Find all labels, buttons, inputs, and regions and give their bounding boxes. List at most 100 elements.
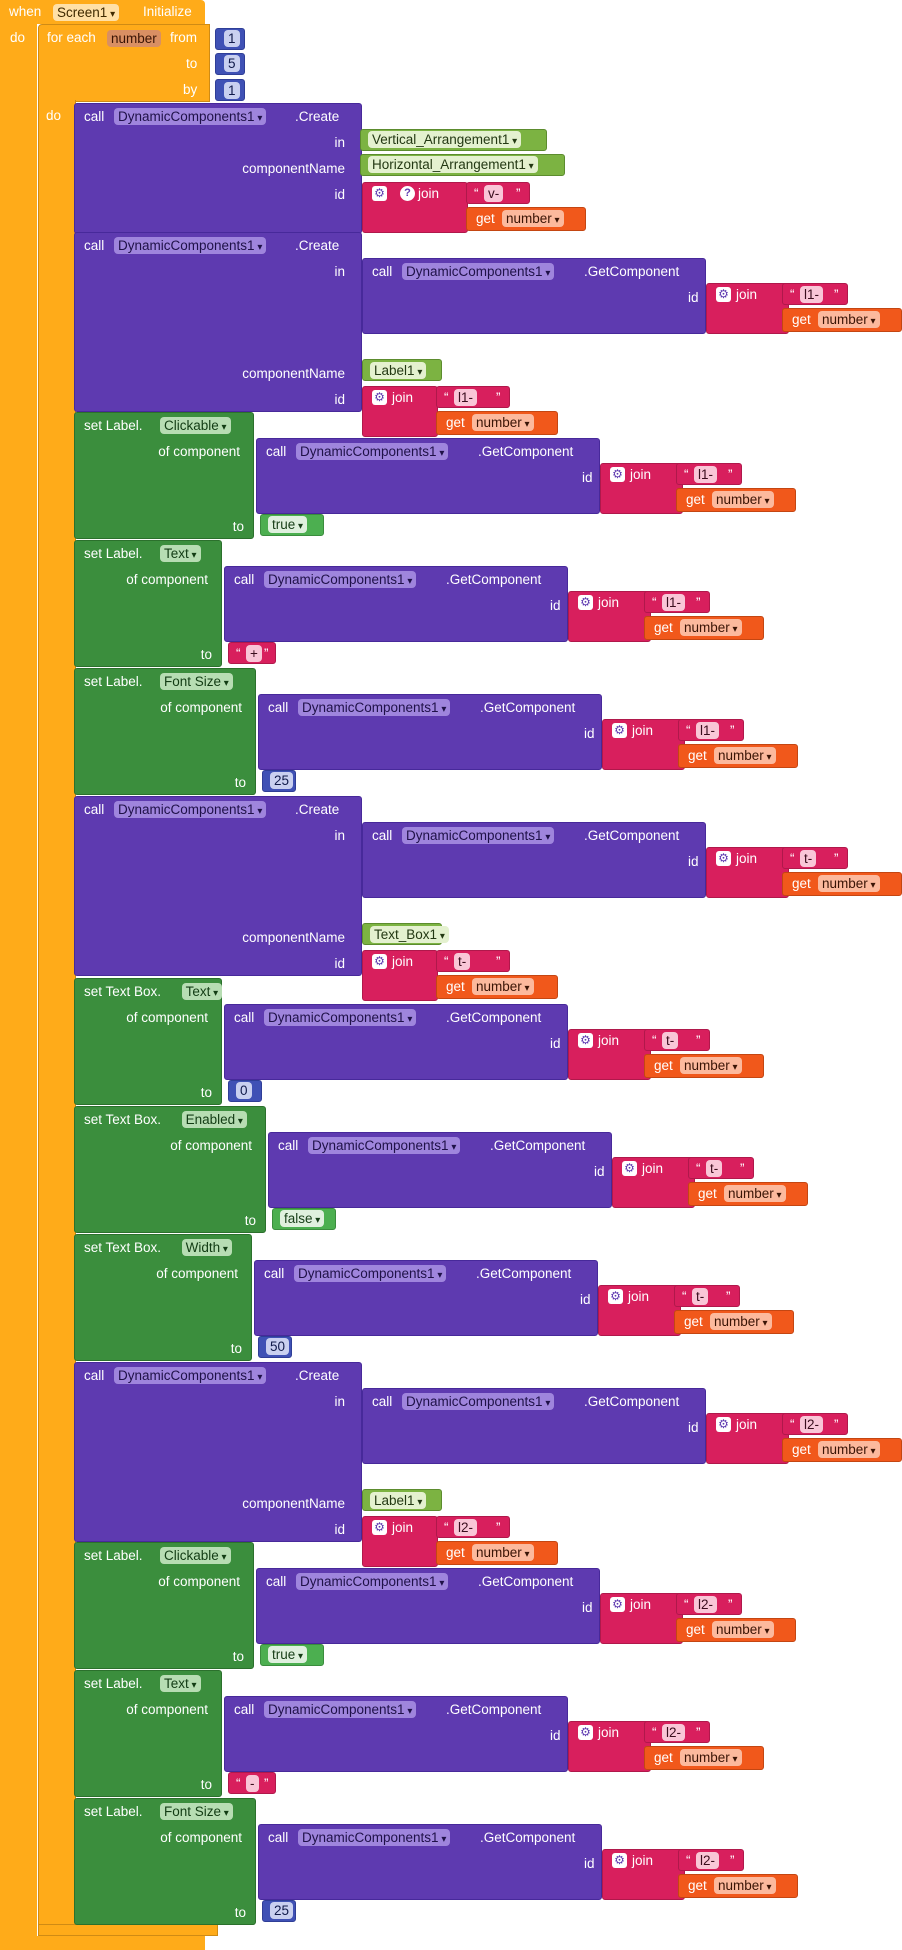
text-literal-value[interactable]: t- — [706, 1160, 723, 1177]
property-dropdown[interactable]: Font Size — [160, 1803, 233, 1820]
boolean-dropdown[interactable]: true — [268, 1646, 308, 1663]
text-literal-value[interactable]: l2- — [662, 1724, 686, 1741]
component-dropdown[interactable]: DynamicComponents1 — [308, 1137, 461, 1154]
component-dropdown[interactable]: DynamicComponents1 — [264, 1701, 417, 1718]
create-block[interactable] — [74, 796, 362, 976]
create-block[interactable] — [74, 1362, 362, 1542]
get-variable-dropdown[interactable]: number — [710, 1313, 772, 1330]
get-variable-dropdown[interactable]: number — [818, 1441, 880, 1458]
get-variable-dropdown[interactable]: number — [712, 1621, 774, 1638]
component-dropdown[interactable]: DynamicComponents1 — [402, 1393, 555, 1410]
gear-icon[interactable]: ⚙ — [608, 1289, 623, 1304]
setter-block[interactable] — [74, 1670, 222, 1797]
gear-icon[interactable]: ⚙ — [372, 954, 387, 969]
join-block[interactable] — [568, 591, 651, 642]
number-value[interactable]: 0 — [236, 1082, 252, 1099]
text-literal-value[interactable]: l2- — [694, 1596, 718, 1613]
name-component-dropdown[interactable]: Label1 — [370, 362, 427, 379]
create-block[interactable] — [74, 232, 362, 412]
component-dropdown[interactable]: DynamicComponents1 — [296, 443, 449, 460]
component-dropdown[interactable]: DynamicComponents1 — [114, 108, 267, 125]
text-literal-value[interactable]: t- — [800, 850, 817, 867]
gear-icon[interactable]: ⚙ — [612, 723, 627, 738]
gear-icon[interactable]: ⚙ — [622, 1161, 637, 1176]
get-variable-dropdown[interactable]: number — [818, 311, 880, 328]
name-component-dropdown[interactable]: Text_Box1 — [370, 926, 449, 943]
get-variable-dropdown[interactable]: number — [472, 1544, 534, 1561]
component-dropdown[interactable]: DynamicComponents1 — [296, 1573, 449, 1590]
text-literal-value[interactable]: t- — [662, 1032, 679, 1049]
property-dropdown[interactable]: Width — [181, 1239, 232, 1256]
component-dropdown[interactable]: DynamicComponents1 — [298, 699, 451, 716]
component-dropdown[interactable]: DynamicComponents1 — [114, 237, 267, 254]
property-dropdown[interactable]: Enabled — [181, 1111, 247, 1128]
component-dropdown[interactable]: DynamicComponents1 — [264, 1009, 417, 1026]
get-variable-dropdown[interactable]: number — [502, 210, 564, 227]
get-variable-dropdown[interactable]: number — [472, 978, 534, 995]
component-dropdown[interactable]: DynamicComponents1 — [402, 263, 555, 280]
gear-icon[interactable]: ⚙ — [612, 1853, 627, 1868]
text-literal-value[interactable]: l1- — [454, 389, 478, 406]
event-component-dropdown[interactable]: Screen1 — [53, 4, 120, 21]
gear-icon[interactable]: ⚙ — [372, 390, 387, 405]
component-dropdown[interactable]: DynamicComponents1 — [294, 1265, 447, 1282]
get-variable-dropdown[interactable]: number — [472, 414, 534, 431]
text-literal-value[interactable]: l2- — [696, 1852, 720, 1869]
property-dropdown[interactable]: Text — [160, 545, 201, 562]
text-literal-value[interactable]: l1- — [800, 286, 824, 303]
get-variable-dropdown[interactable]: number — [818, 875, 880, 892]
component-dropdown[interactable]: DynamicComponents1 — [264, 571, 417, 588]
loop-to-value[interactable]: 5 — [224, 55, 240, 72]
gear-icon[interactable]: ⚙ — [372, 1520, 387, 1535]
number-value[interactable]: 25 — [270, 1902, 294, 1919]
question-icon[interactable]: ? — [400, 186, 415, 201]
name-component-dropdown[interactable]: Horizontal_Arrangement1 — [368, 156, 538, 173]
loop-variable-name[interactable]: number — [107, 30, 161, 47]
text-literal-value[interactable]: + — [246, 645, 262, 662]
gear-icon[interactable]: ⚙ — [716, 851, 731, 866]
gear-icon[interactable]: ⚙ — [578, 595, 593, 610]
get-variable-dropdown[interactable]: number — [680, 619, 742, 636]
gear-icon[interactable]: ⚙ — [578, 1033, 593, 1048]
text-literal-value[interactable]: - — [246, 1775, 259, 1792]
text-literal-value[interactable]: l1- — [696, 722, 720, 739]
get-component-method-label: .GetComponent — [478, 1574, 574, 1589]
id-label: id — [334, 187, 345, 202]
gear-icon[interactable]: ⚙ — [610, 1597, 625, 1612]
property-dropdown[interactable]: Text — [181, 983, 223, 1000]
number-value[interactable]: 50 — [266, 1338, 290, 1355]
text-literal-value[interactable]: t- — [454, 953, 471, 970]
text-literal-value[interactable]: t- — [692, 1288, 709, 1305]
get-variable-dropdown[interactable]: number — [724, 1185, 786, 1202]
property-dropdown[interactable]: Clickable — [160, 1547, 231, 1564]
gear-icon[interactable]: ⚙ — [372, 186, 387, 201]
component-dropdown[interactable]: DynamicComponents1 — [298, 1829, 451, 1846]
gear-icon[interactable]: ⚙ — [578, 1725, 593, 1740]
text-literal-value[interactable]: l1- — [694, 466, 718, 483]
property-dropdown[interactable]: Clickable — [160, 417, 231, 434]
boolean-dropdown[interactable]: false — [280, 1210, 325, 1227]
gear-icon[interactable]: ⚙ — [610, 467, 625, 482]
text-literal-value[interactable]: l1- — [662, 594, 686, 611]
text-literal-value[interactable]: l2- — [454, 1519, 478, 1536]
name-component-dropdown[interactable]: Label1 — [370, 1492, 427, 1509]
boolean-dropdown[interactable]: true — [268, 516, 308, 533]
get-variable-dropdown[interactable]: number — [714, 1877, 776, 1894]
get-variable-dropdown[interactable]: number — [680, 1057, 742, 1074]
loop-by-value[interactable]: 1 — [224, 82, 240, 99]
property-dropdown[interactable]: Text — [160, 1675, 201, 1692]
gear-icon[interactable]: ⚙ — [716, 1417, 731, 1432]
in-component-dropdown[interactable]: Vertical_Arrangement1 — [368, 131, 522, 148]
property-dropdown[interactable]: Font Size — [160, 673, 233, 690]
number-value[interactable]: 25 — [270, 772, 294, 789]
component-dropdown[interactable]: DynamicComponents1 — [114, 1367, 267, 1384]
get-variable-dropdown[interactable]: number — [680, 1749, 742, 1766]
get-variable-dropdown[interactable]: number — [712, 491, 774, 508]
component-dropdown[interactable]: DynamicComponents1 — [114, 801, 267, 818]
get-variable-dropdown[interactable]: number — [714, 747, 776, 764]
gear-icon[interactable]: ⚙ — [716, 287, 731, 302]
text-literal-value[interactable]: l2- — [800, 1416, 824, 1433]
text-literal-value[interactable]: v- — [484, 185, 504, 202]
component-dropdown[interactable]: DynamicComponents1 — [402, 827, 555, 844]
loop-from-value[interactable]: 1 — [224, 30, 240, 47]
